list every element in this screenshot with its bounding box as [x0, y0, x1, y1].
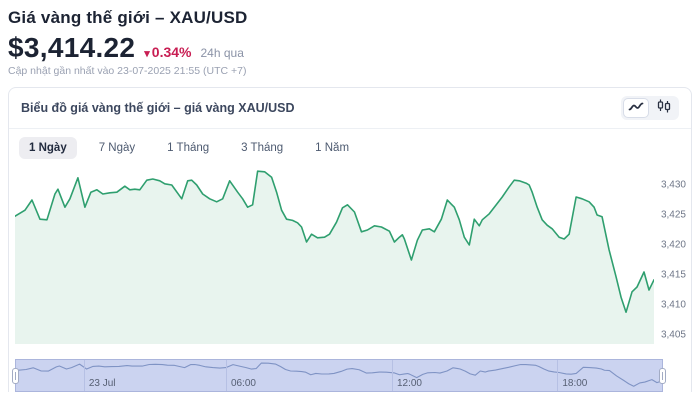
- navigator-time-label: 06:00: [230, 378, 256, 389]
- line-chart-icon: [628, 99, 644, 117]
- change-badge: ▾ 0.34%: [144, 44, 191, 60]
- page-title: Giá vàng thế giới – XAU/USD: [8, 8, 248, 27]
- y-axis-label: 3,425: [660, 209, 686, 221]
- navigator-time-label: 23 Jul: [88, 378, 116, 389]
- last-updated-text: Cập nhật gần nhất vào 23-07-2025 21:55 (…: [8, 65, 247, 77]
- range-tabs: 1 Ngày 7 Ngày 1 Tháng 3 Tháng 1 Năm: [9, 129, 691, 159]
- y-axis-label: 3,410: [660, 299, 686, 311]
- price-line-chart[interactable]: [15, 164, 654, 344]
- change-period: 24h qua: [200, 46, 244, 60]
- tab-1-month[interactable]: 1 Tháng: [167, 142, 210, 154]
- navigator-right-handle[interactable]: [659, 367, 666, 384]
- chart-card: Biểu đồ giá vàng thế giới – giá vàng XAU…: [8, 87, 692, 392]
- navigator-time-label: 12:00: [396, 378, 422, 389]
- y-axis-label: 3,430: [660, 179, 686, 191]
- tab-3-months[interactable]: 3 Tháng: [241, 142, 284, 154]
- tab-1-year[interactable]: 1 Năm: [315, 142, 350, 154]
- y-axis: 3,430 3,425 3,420 3,415 3,410 3,405: [654, 164, 691, 344]
- candlestick-icon: [657, 99, 671, 118]
- line-chart-button[interactable]: [623, 98, 649, 118]
- chart-area: 3,430 3,425 3,420 3,415 3,410 3,405: [9, 164, 691, 344]
- tab-7-days[interactable]: 7 Ngày: [98, 142, 136, 154]
- navigator-gridline: [225, 360, 227, 391]
- candlestick-chart-button[interactable]: [651, 98, 677, 118]
- down-arrow-icon: ▾: [144, 48, 150, 60]
- price-value: $3,414.22: [8, 32, 136, 63]
- change-percent: 0.34%: [151, 44, 192, 60]
- range-navigator[interactable]: 23 Jul 06:00 12:00 18:00: [12, 359, 666, 392]
- y-axis-label: 3,415: [660, 269, 686, 281]
- navigator-left-handle[interactable]: [12, 367, 19, 384]
- tab-1-day[interactable]: 1 Ngày: [19, 137, 77, 159]
- chart-card-title: Biểu đồ giá vàng thế giới – giá vàng XAU…: [21, 101, 295, 115]
- navigator-gridline: [391, 360, 393, 391]
- navigator-gridline: [83, 360, 85, 391]
- y-axis-label: 3,405: [660, 329, 686, 341]
- chart-type-toggle: [621, 96, 679, 120]
- navigator-time-label: 18:00: [562, 378, 588, 389]
- navigator-gridline: [557, 360, 559, 391]
- chart-card-header: Biểu đồ giá vàng thế giới – giá vàng XAU…: [9, 88, 691, 129]
- price-summary: $3,414.22 ▾ 0.34% 24h qua: [8, 33, 692, 63]
- y-axis-label: 3,420: [660, 239, 686, 251]
